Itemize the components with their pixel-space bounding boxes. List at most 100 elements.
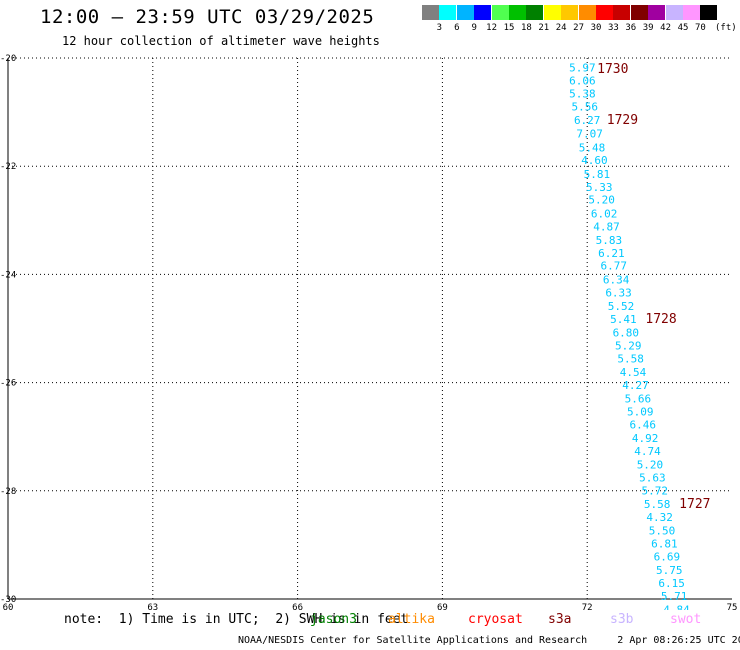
wave-height-point: 5.58 xyxy=(644,498,671,511)
footnote: note: 1) Time is in UTC; 2) SWH is in fe… xyxy=(64,612,409,627)
color-legend-label: 36 xyxy=(625,23,637,33)
y-tick-label: -30 xyxy=(0,595,16,605)
color-swatch xyxy=(543,5,561,20)
x-tick-label: 72 xyxy=(582,603,593,610)
wave-height-point: 5.66 xyxy=(625,392,652,405)
wave-height-point: 5.63 xyxy=(639,471,666,484)
wave-height-point: 6.69 xyxy=(654,550,681,563)
wave-height-point: 6.46 xyxy=(629,418,656,431)
wave-height-point: 5.20 xyxy=(588,194,615,207)
color-swatch xyxy=(578,5,596,20)
satellite-legend-swot: swot xyxy=(670,612,702,627)
color-swatch xyxy=(648,5,666,20)
color-swatch xyxy=(439,5,457,20)
wave-height-point: 5.58 xyxy=(617,352,644,365)
time-label: 1730 xyxy=(597,62,628,77)
color-legend-unit: (ft) xyxy=(715,23,737,33)
wave-height-point: 5.38 xyxy=(569,88,596,101)
color-swatch xyxy=(596,5,613,20)
color-legend-label: 9 xyxy=(471,23,477,33)
color-swatch xyxy=(700,5,718,20)
color-legend-label: 27 xyxy=(573,23,585,33)
color-legend-label: 42 xyxy=(660,23,672,33)
wave-height-point: 5.75 xyxy=(656,564,683,577)
wave-height-point: 6.77 xyxy=(600,260,627,273)
x-tick-label: 69 xyxy=(437,603,448,610)
wave-height-point: 4.32 xyxy=(646,511,673,524)
wave-height-point: 4.74 xyxy=(634,445,661,458)
wave-height-point: 5.09 xyxy=(627,405,654,418)
wave-height-point: 4.27 xyxy=(622,379,649,392)
time-label: 1729 xyxy=(607,113,638,128)
wave-height-point: 5.71 xyxy=(661,590,688,603)
time-label: 1728 xyxy=(645,312,676,327)
color-swatch xyxy=(422,5,439,20)
wave-height-point: 5.33 xyxy=(586,181,613,194)
color-legend-label: 30 xyxy=(590,23,602,33)
color-legend-label: 21 xyxy=(538,23,550,33)
wave-height-point: 5.41 xyxy=(610,313,637,326)
satellite-legend-s3b: s3b xyxy=(610,612,634,627)
color-legend-label: 6 xyxy=(454,23,460,33)
satellite-legend-cryosat: cryosat xyxy=(468,612,523,627)
color-legend-label: 3 xyxy=(436,23,443,33)
wave-height-point: 6.02 xyxy=(591,207,618,220)
wave-height-point: 6.34 xyxy=(603,273,630,286)
wave-height-point: 6.15 xyxy=(658,577,685,590)
color-swatch xyxy=(509,5,526,20)
wave-height-point: 6.21 xyxy=(598,247,625,260)
color-legend-label: 39 xyxy=(642,23,654,33)
wave-height-point: 6.81 xyxy=(651,537,678,550)
wave-height-point: 4.60 xyxy=(581,154,608,167)
color-swatch xyxy=(456,5,474,20)
satellite-legend-altika: altika xyxy=(388,612,435,627)
wave-height-point: 5.97 xyxy=(569,62,596,75)
color-legend-label: 45 xyxy=(677,23,689,33)
y-tick-label: -22 xyxy=(0,162,16,172)
wave-height-point: 4.92 xyxy=(632,432,659,445)
wave-height-point: 7.07 xyxy=(576,128,603,141)
color-swatch xyxy=(665,5,683,20)
color-legend-label: 70 xyxy=(694,23,706,33)
color-swatch xyxy=(491,5,509,20)
y-tick-label: -26 xyxy=(0,379,16,389)
wave-height-point: 5.29 xyxy=(615,339,642,352)
color-swatch xyxy=(683,5,700,20)
y-tick-label: -28 xyxy=(0,487,16,497)
wave-height-chart: 60 63 66 69 72 75-20-22-24-26-28-305.976.065.… xyxy=(0,54,738,610)
y-tick-label: -24 xyxy=(0,270,16,280)
chart-subtitle: 12 hour collection of altimeter wave hei… xyxy=(62,34,380,48)
satellite-legend-s3a: s3a xyxy=(548,612,572,627)
satellite-legend-jason3: jason3 xyxy=(310,612,357,627)
x-tick-label: 75 xyxy=(727,603,738,610)
credit-line: NOAA/NESDIS Center for Satellite Applica… xyxy=(238,635,740,646)
wave-height-point: 4.87 xyxy=(593,220,620,233)
color-legend-label: 12 xyxy=(486,23,498,33)
wave-height-point: 5.81 xyxy=(584,168,611,181)
wave-height-point: 6.33 xyxy=(605,286,632,299)
wave-height-point: 6.27 xyxy=(574,114,601,127)
chart-title: 12:00 – 23:59 UTC 03/29/2025 xyxy=(40,6,375,28)
color-swatch xyxy=(474,5,492,20)
wave-height-point: 4.84 xyxy=(663,603,690,610)
x-tick-label: 60 xyxy=(3,603,14,610)
x-tick-label: 63 xyxy=(147,603,158,610)
color-legend-label: 18 xyxy=(520,23,532,33)
wave-height-point: 5.20 xyxy=(637,458,664,471)
wave-height-point: 5.48 xyxy=(579,141,606,154)
wave-height-point: 6.06 xyxy=(569,75,596,88)
wave-height-point: 5.56 xyxy=(572,101,599,114)
wave-height-point: 4.54 xyxy=(620,366,647,379)
wave-height-point: 5.83 xyxy=(596,234,623,247)
color-legend-label: 15 xyxy=(503,23,515,33)
color-legend-label: 24 xyxy=(555,23,567,33)
time-label: 1727 xyxy=(679,497,710,512)
color-legend-label: 33 xyxy=(607,23,619,33)
wave-height-point: 6.80 xyxy=(613,326,640,339)
color-swatch xyxy=(526,5,544,20)
x-tick-label: 66 xyxy=(292,603,303,610)
wave-height-point: 5.72 xyxy=(642,484,669,497)
color-swatch xyxy=(630,5,648,20)
color-swatch xyxy=(613,5,631,20)
color-swatch xyxy=(561,5,579,20)
